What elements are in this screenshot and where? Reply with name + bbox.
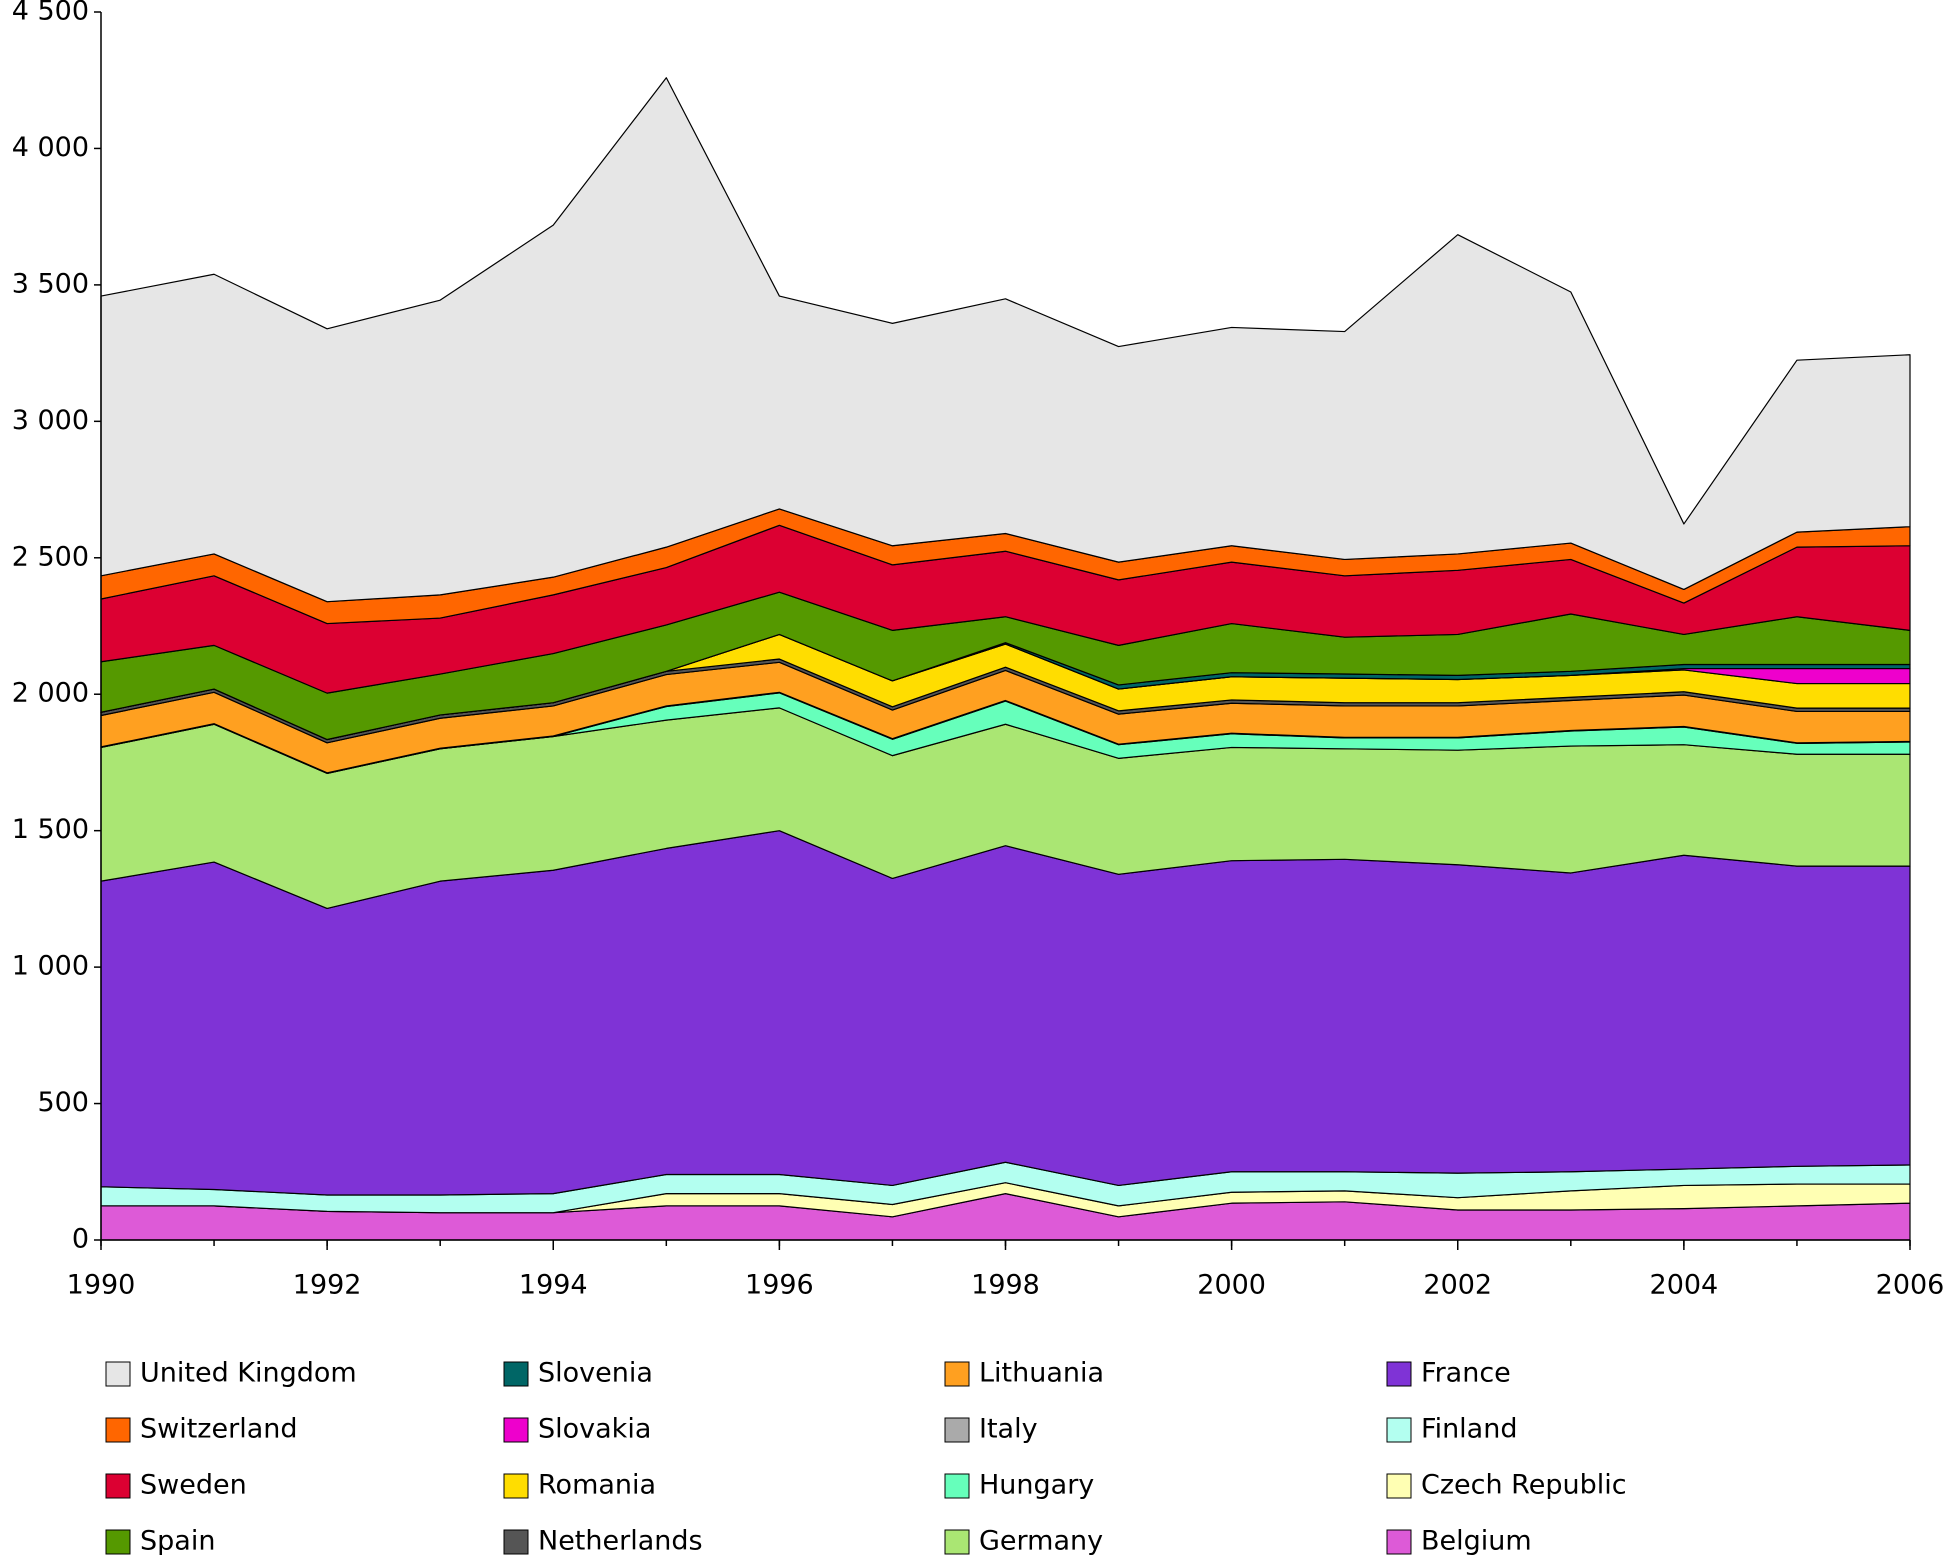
legend-label: Switzerland <box>140 1414 298 1445</box>
y-tick-label: 3 500 <box>12 268 89 299</box>
x-tick-label: 2000 <box>1197 1270 1266 1301</box>
legend-label: Spain <box>140 1526 215 1557</box>
y-tick-label: 1 500 <box>12 814 89 845</box>
y-tick-label: 2 000 <box>12 678 89 709</box>
legend-swatch <box>105 1417 131 1443</box>
legend-label: Slovakia <box>538 1414 651 1445</box>
y-tick-label: 3 000 <box>12 405 89 436</box>
y-tick-label: 2 500 <box>12 541 89 572</box>
legend-label: Belgium <box>1421 1526 1532 1557</box>
x-tick-label: 2002 <box>1423 1270 1492 1301</box>
x-tick-label: 1992 <box>293 1270 362 1301</box>
x-tick-label: 1998 <box>971 1270 1040 1301</box>
legend-swatch <box>503 1361 529 1387</box>
legend-label: United Kingdom <box>140 1358 357 1389</box>
legend-label: Hungary <box>979 1470 1094 1501</box>
x-tick-label: 2004 <box>1650 1270 1719 1301</box>
legend-swatch <box>944 1361 970 1387</box>
legend-swatch <box>1386 1417 1412 1443</box>
legend-label: Sweden <box>140 1470 247 1501</box>
y-tick-label: 1 000 <box>12 951 89 982</box>
legend-swatch <box>105 1529 131 1555</box>
legend-label: France <box>1421 1358 1511 1389</box>
legend-swatch <box>503 1529 529 1555</box>
y-tick-label: 500 <box>37 1087 89 1118</box>
legend-label: Finland <box>1421 1414 1517 1445</box>
legend-swatch <box>105 1473 131 1499</box>
legend-label: Slovenia <box>538 1358 653 1389</box>
legend-swatch <box>503 1473 529 1499</box>
legend-swatch <box>1386 1361 1412 1387</box>
x-tick-label: 1990 <box>67 1270 136 1301</box>
area <box>100 77 1911 603</box>
legend-label: Lithuania <box>979 1358 1104 1389</box>
x-tick-label: 1996 <box>745 1270 814 1301</box>
y-tick-label: 4 000 <box>12 132 89 163</box>
legend-label: Germany <box>979 1526 1103 1557</box>
legend-swatch <box>944 1529 970 1555</box>
legend-label: Netherlands <box>538 1526 703 1557</box>
x-tick-label: 1994 <box>519 1270 588 1301</box>
legend-swatch <box>1386 1473 1412 1499</box>
legend-label: Czech Republic <box>1421 1470 1627 1501</box>
y-tick-label: 0 <box>72 1224 89 1255</box>
x-tick-label: 2006 <box>1876 1270 1945 1301</box>
legend-swatch <box>105 1361 131 1387</box>
legend-label: Italy <box>979 1414 1038 1445</box>
legend-label: Romania <box>538 1470 656 1501</box>
legend-swatch <box>1386 1529 1412 1555</box>
legend-swatch <box>503 1417 529 1443</box>
legend-swatch <box>944 1473 970 1499</box>
y-tick-label: 4 500 <box>12 0 89 27</box>
legend-swatch <box>944 1417 970 1443</box>
